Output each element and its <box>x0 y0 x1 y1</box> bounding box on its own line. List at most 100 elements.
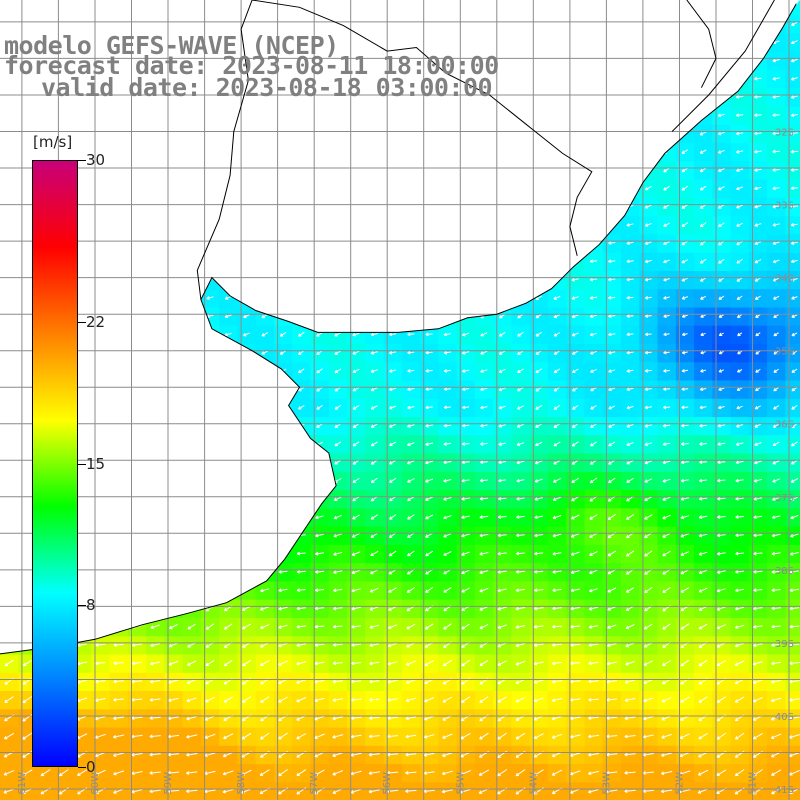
wind-arrow <box>699 167 707 173</box>
wind-arrow <box>606 643 617 648</box>
wind-arrow <box>644 586 653 594</box>
wind-arrow <box>553 441 561 447</box>
wind-arrow <box>314 624 325 629</box>
wind-arrow <box>570 570 580 574</box>
longitude-label: 54W <box>528 772 539 795</box>
wind-arrow <box>608 369 616 373</box>
wind-arrow <box>334 350 342 355</box>
wind-arrow <box>772 168 780 172</box>
wind-arrow <box>479 587 489 593</box>
wind-arrow <box>772 277 780 282</box>
wind-arrow <box>736 387 743 391</box>
wind-arrow <box>789 752 800 758</box>
wind-arrow <box>790 459 798 465</box>
border-line <box>686 0 717 88</box>
wind-arrow <box>205 659 215 667</box>
wind-arrow <box>790 77 798 81</box>
latitude-label: 36S <box>775 420 794 431</box>
wind-arrow <box>516 442 525 446</box>
wind-arrow <box>497 588 507 593</box>
wind-arrow <box>316 331 323 337</box>
wind-arrow <box>789 606 800 611</box>
wind-arrow <box>551 698 563 702</box>
wind-arrow <box>314 643 325 647</box>
wind-arrow <box>606 734 618 739</box>
wind-arrow <box>791 441 798 447</box>
wind-arrow <box>352 386 360 392</box>
wind-arrow <box>369 624 380 629</box>
wind-arrow <box>644 277 652 282</box>
title-model: modelo GEFS-WAVE (NCEP) <box>4 31 339 60</box>
wind-arrow <box>461 460 470 465</box>
wind-arrow <box>661 696 672 703</box>
wind-arrow <box>771 588 781 593</box>
wind-arrow <box>551 769 563 776</box>
wind-arrow <box>95 643 106 647</box>
wind-arrow <box>479 496 489 501</box>
wind-arrow <box>22 659 32 667</box>
wind-arrow <box>754 131 762 136</box>
wind-arrow <box>772 259 780 264</box>
wind-arrow <box>517 331 524 337</box>
border-line <box>196 0 253 300</box>
wind-arrow <box>790 259 798 264</box>
wind-arrow <box>680 460 689 465</box>
wind-arrow <box>186 771 198 775</box>
wind-arrow <box>533 606 544 611</box>
wind-arrow <box>461 569 470 575</box>
wind-arrow <box>570 624 581 629</box>
wind-arrow <box>480 423 488 428</box>
wind-arrow <box>461 350 470 355</box>
wind-arrow <box>333 496 342 501</box>
wind-arrow <box>498 350 506 355</box>
wind-arrow <box>186 789 198 794</box>
wind-arrow <box>698 696 708 703</box>
wind-arrow <box>717 149 725 154</box>
wind-arrow <box>644 424 652 428</box>
wind-arrow <box>699 442 707 446</box>
wind-arrow <box>461 369 470 373</box>
wind-arrow <box>644 241 652 245</box>
wind-arrow <box>551 679 563 684</box>
wind-arrow <box>589 296 598 300</box>
wind-arrow <box>480 387 488 392</box>
wind-arrow <box>551 715 563 721</box>
wind-arrow <box>204 733 216 739</box>
wind-arrow <box>679 770 691 776</box>
wind-arrow <box>224 314 232 319</box>
wind-arrow <box>662 550 671 557</box>
wind-arrow <box>736 313 743 319</box>
wind-arrow <box>368 734 380 739</box>
wind-arrow <box>606 661 617 666</box>
wind-arrow <box>279 331 287 337</box>
wind-arrow <box>95 769 106 776</box>
wind-arrow <box>205 623 215 630</box>
wind-arrow <box>515 551 525 556</box>
wind-arrow <box>753 497 763 501</box>
wind-arrow <box>278 624 288 629</box>
wind-arrow <box>772 113 780 118</box>
longitude-label: 56W <box>382 772 393 795</box>
wind-arrow <box>553 459 561 465</box>
wind-arrow <box>699 149 707 154</box>
wind-arrow <box>534 460 543 465</box>
wind-arrow <box>571 350 579 355</box>
wind-arrow <box>753 769 763 777</box>
wind-arrow <box>755 313 761 319</box>
colorbar-tick-mark <box>78 605 86 607</box>
wind-arrow <box>717 442 726 446</box>
wind-arrow <box>588 661 599 666</box>
wind-arrow <box>717 113 726 118</box>
wind-arrow <box>624 770 636 775</box>
wind-arrow <box>551 733 563 739</box>
wind-arrow <box>423 734 435 739</box>
wind-arrow <box>791 314 798 318</box>
wind-arrow <box>571 441 579 447</box>
wind-arrow <box>387 642 398 648</box>
wind-arrow <box>40 769 51 777</box>
wind-arrow <box>387 752 399 757</box>
wind-arrow <box>753 643 763 648</box>
wind-arrow <box>608 241 616 245</box>
wind-arrow <box>755 368 761 373</box>
wind-arrow <box>351 606 361 611</box>
